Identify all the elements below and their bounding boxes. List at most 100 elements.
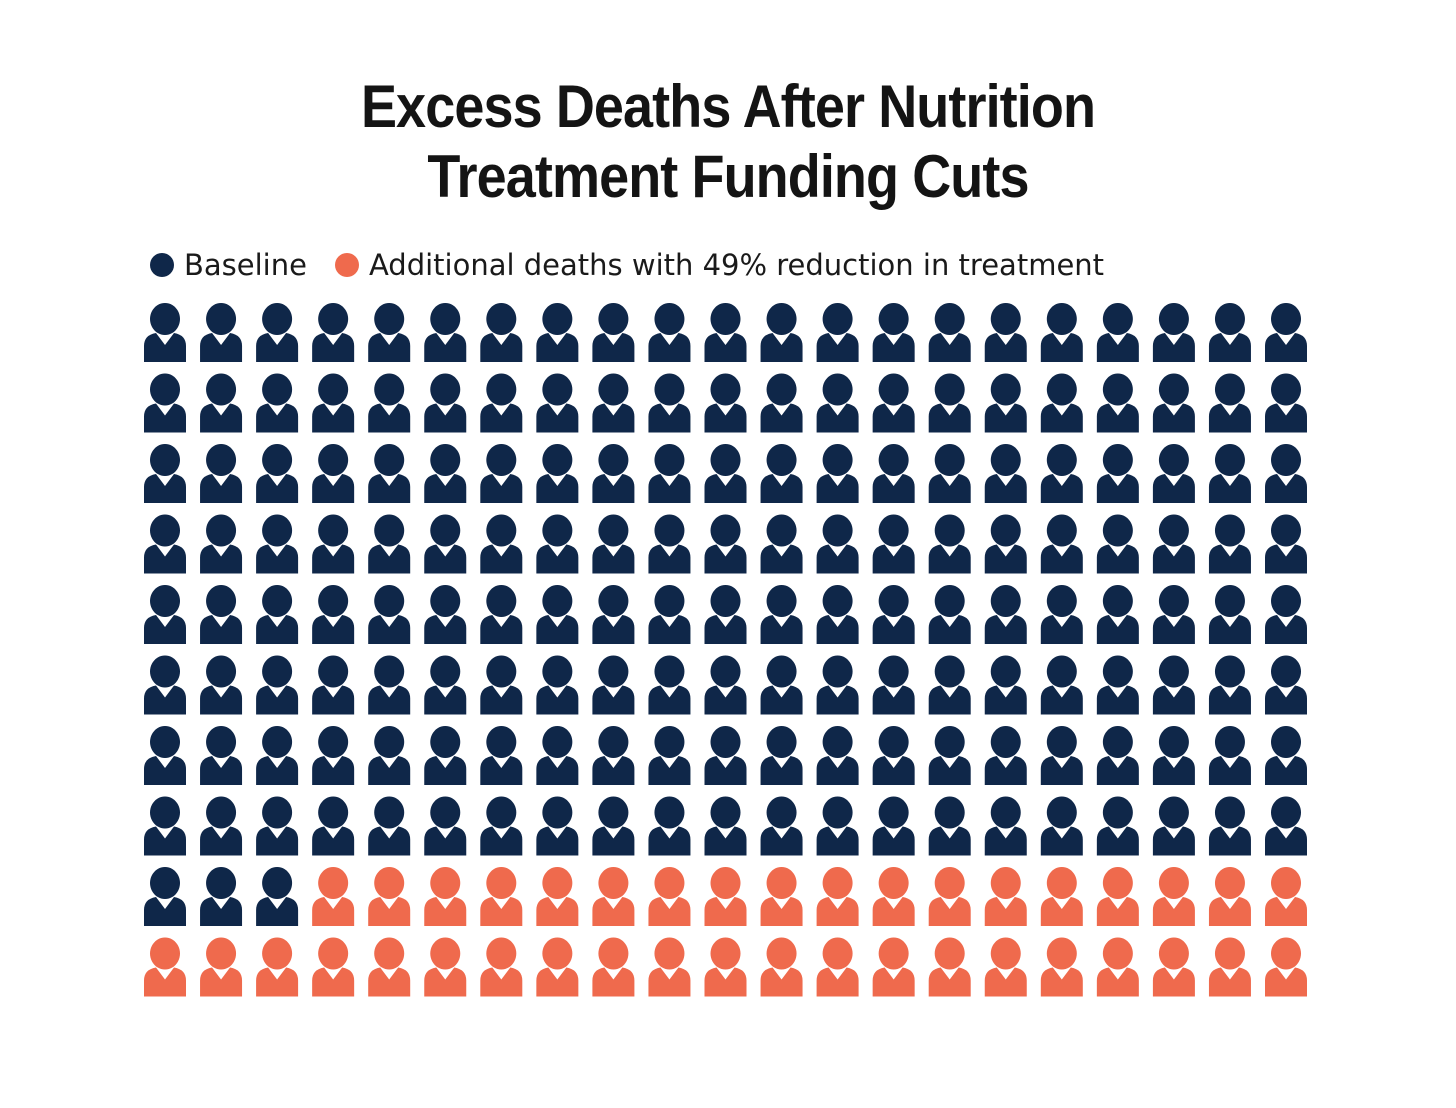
- person-icon-baseline: [200, 514, 243, 574]
- person-icon-baseline: [984, 514, 1027, 574]
- person-icon-baseline: [872, 514, 915, 574]
- person-icon-baseline: [1265, 726, 1307, 785]
- person-icon-baseline: [592, 444, 635, 503]
- person-icon-baseline: [312, 585, 355, 644]
- person-icon-baseline: [1208, 655, 1251, 715]
- person-icon-baseline: [648, 655, 691, 715]
- person-icon-baseline: [648, 796, 691, 856]
- person-icon-baseline: [256, 585, 299, 644]
- person-icon-baseline: [872, 444, 915, 503]
- person-icon-baseline: [760, 373, 803, 433]
- person-icon-baseline: [1096, 444, 1139, 503]
- person-icon-baseline: [816, 655, 859, 715]
- person-icon-baseline: [200, 655, 243, 715]
- person-icon-baseline: [536, 303, 579, 362]
- person-icon-baseline: [648, 514, 691, 574]
- person-icon-baseline: [928, 514, 971, 574]
- person-icon-baseline: [592, 796, 635, 856]
- person-icon-baseline: [256, 726, 299, 785]
- person-icon-baseline: [200, 303, 243, 362]
- person-icon-baseline: [480, 726, 523, 785]
- person-icon-additional: [1096, 867, 1139, 926]
- person-icon-baseline: [1208, 585, 1251, 644]
- person-icon-baseline: [704, 796, 747, 856]
- person-icon-baseline: [760, 303, 803, 362]
- person-icon-baseline: [592, 655, 635, 715]
- person-icon-baseline: [480, 373, 523, 433]
- person-icon-baseline: [1152, 514, 1195, 574]
- person-icon-baseline: [144, 444, 186, 503]
- person-icon-baseline: [368, 444, 411, 503]
- person-icon-baseline: [144, 514, 186, 574]
- person-icon-baseline: [256, 303, 299, 362]
- person-icon-baseline: [872, 373, 915, 433]
- person-icon-baseline: [144, 867, 186, 926]
- person-icon-additional: [1152, 867, 1195, 926]
- person-icon-baseline: [424, 303, 467, 362]
- person-icon-baseline: [816, 373, 859, 433]
- person-icon-baseline: [1152, 303, 1195, 362]
- person-icon-baseline: [1265, 444, 1307, 503]
- person-icon-additional: [1096, 937, 1139, 997]
- person-icon-baseline: [144, 373, 186, 433]
- person-icon-baseline: [816, 444, 859, 503]
- person-icon-baseline: [1152, 796, 1195, 856]
- person-icon-baseline: [1040, 373, 1083, 433]
- person-icon-baseline: [1265, 303, 1307, 362]
- person-icon-baseline: [648, 585, 691, 644]
- person-icon-baseline: [312, 373, 355, 433]
- person-icon-baseline: [760, 514, 803, 574]
- person-icon-additional: [928, 937, 971, 997]
- person-icon-baseline: [1096, 303, 1139, 362]
- person-icon-baseline: [480, 655, 523, 715]
- person-icon-additional: [424, 937, 467, 997]
- person-icon-additional: [928, 867, 971, 926]
- person-icon-baseline: [984, 655, 1027, 715]
- person-icon-additional: [984, 937, 1027, 997]
- person-icon-baseline: [256, 867, 299, 926]
- person-icon-baseline: [704, 373, 747, 433]
- person-icon-baseline: [760, 726, 803, 785]
- legend-label-baseline: Baseline: [184, 248, 307, 282]
- person-icon-additional: [592, 867, 635, 926]
- person-icon-baseline: [536, 514, 579, 574]
- person-icon-baseline: [368, 796, 411, 856]
- person-icon-additional: [592, 937, 635, 997]
- person-icon-baseline: [872, 796, 915, 856]
- person-icon-baseline: [704, 303, 747, 362]
- person-icon-baseline: [984, 444, 1027, 503]
- person-icon-additional: [200, 937, 243, 997]
- person-icon-baseline: [1152, 726, 1195, 785]
- person-icon-baseline: [984, 796, 1027, 856]
- person-icon-baseline: [1096, 514, 1139, 574]
- person-icon-baseline: [704, 655, 747, 715]
- person-icon-baseline: [1208, 726, 1251, 785]
- person-icon-baseline: [312, 303, 355, 362]
- person-icon-additional: [480, 867, 523, 926]
- person-icon-baseline: [816, 796, 859, 856]
- person-icon-baseline: [536, 796, 579, 856]
- person-icon-baseline: [648, 303, 691, 362]
- person-icon-baseline: [1096, 373, 1139, 433]
- person-icon-baseline: [1040, 514, 1083, 574]
- person-icon-baseline: [368, 726, 411, 785]
- person-icon-baseline: [592, 514, 635, 574]
- person-icon-baseline: [144, 796, 186, 856]
- person-icon-additional: [648, 937, 691, 997]
- person-icon-baseline: [424, 373, 467, 433]
- person-icon-baseline: [760, 585, 803, 644]
- person-icon-baseline: [704, 514, 747, 574]
- person-icon-baseline: [1152, 373, 1195, 433]
- person-icon-additional: [144, 937, 186, 997]
- person-icon-baseline: [144, 585, 186, 644]
- person-icon-baseline: [200, 867, 243, 926]
- person-icon-baseline: [1096, 726, 1139, 785]
- person-icon-baseline: [872, 585, 915, 644]
- legend: Baseline Additional deaths with 49% redu…: [150, 245, 1132, 285]
- legend-swatch-additional: [334, 253, 359, 277]
- person-icon-additional: [1040, 867, 1083, 926]
- person-icon-baseline: [1040, 726, 1083, 785]
- person-icon-baseline: [760, 444, 803, 503]
- person-icon-baseline: [928, 796, 971, 856]
- person-icon-baseline: [424, 585, 467, 644]
